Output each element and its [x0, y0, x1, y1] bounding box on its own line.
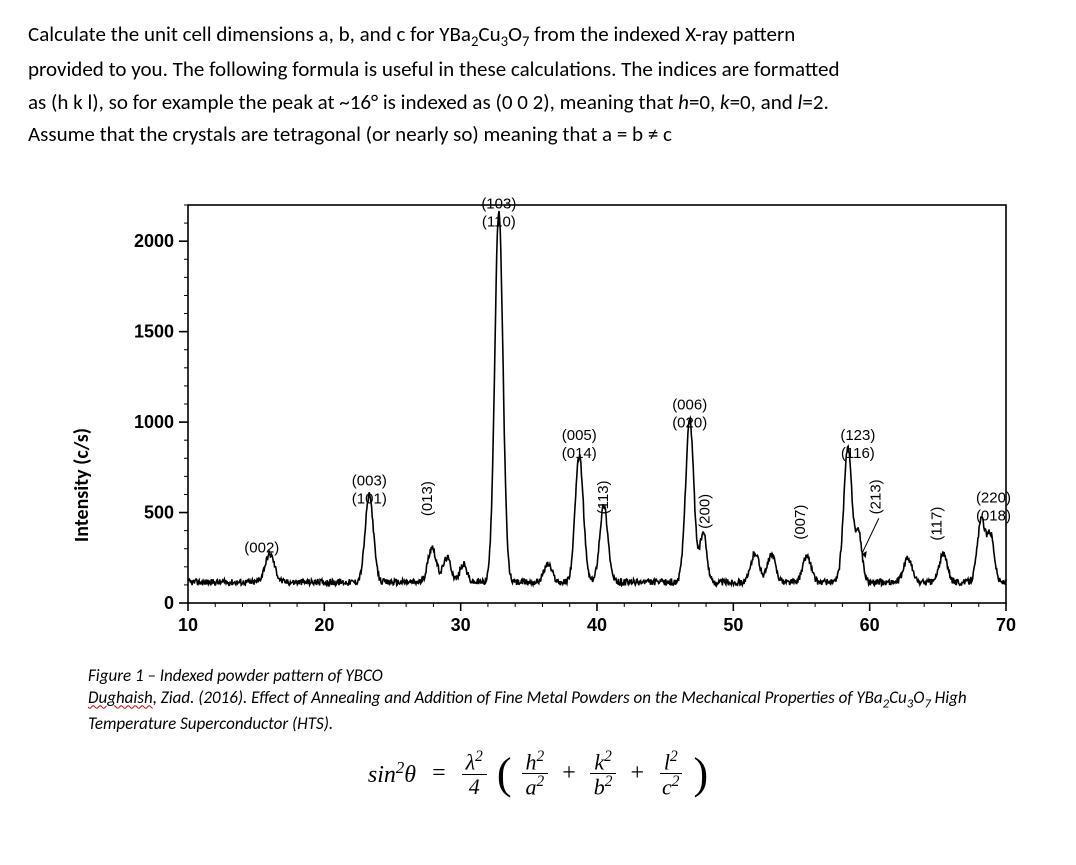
svg-text:10: 10	[178, 615, 198, 635]
var-h: h	[678, 89, 689, 115]
svg-text:500: 500	[144, 502, 174, 522]
den: c	[662, 775, 672, 800]
equals: =	[426, 760, 452, 787]
chart-svg: 10 20 30 40 50 60 70 0 500 1000 1500 2000 (002) (003)…	[88, 193, 1018, 648]
den: a	[526, 775, 537, 800]
frac-k: k2 b2	[590, 749, 617, 799]
den: 4	[465, 775, 484, 798]
text: provided to you. The following formula i…	[28, 56, 839, 82]
svg-text:(116): (116)	[841, 445, 875, 462]
text: Cu	[478, 21, 500, 47]
text: as (h k l), so for example the peak at ~…	[28, 89, 678, 115]
sup: 2	[672, 773, 680, 790]
svg-text:30: 30	[451, 615, 471, 635]
theta: θ	[404, 762, 416, 788]
svg-text:(006): (006)	[672, 396, 707, 413]
svg-text:(003): (003)	[352, 472, 387, 489]
sup: 2	[396, 758, 404, 777]
sup: 2	[475, 748, 483, 765]
bragg-formula: sin2θ = λ2 4 ( h2 a2 + k2 b2 + l2 c2 )	[28, 749, 1048, 799]
svg-text:20: 20	[314, 615, 334, 635]
sup: 2	[537, 748, 545, 765]
svg-text:(200): (200)	[696, 493, 713, 528]
text: Assume that the crystals are tetragonal …	[28, 121, 672, 147]
svg-text:0: 0	[164, 593, 174, 613]
svg-text:60: 60	[860, 615, 880, 635]
text: =0,	[689, 89, 720, 115]
svg-text:(002): (002)	[244, 539, 279, 556]
text: O	[913, 687, 924, 708]
caption-line3: Temperature Superconductor (HTS).	[88, 713, 333, 734]
sup: 2	[670, 748, 678, 765]
svg-text:(013): (013)	[419, 481, 436, 516]
svg-text:(020): (020)	[672, 414, 707, 431]
plus: +	[558, 760, 580, 787]
frac-lambda: λ2 4	[462, 749, 487, 798]
num: k	[594, 749, 604, 774]
svg-text:(014): (014)	[562, 445, 597, 462]
sin: sin	[368, 762, 396, 788]
num: λ	[466, 750, 476, 775]
y-axis-label: Intensity (c/s)	[70, 428, 94, 542]
subscript: 3	[501, 32, 508, 50]
frac-l: l2 c2	[658, 749, 683, 799]
frac-h: h2 a2	[522, 749, 549, 799]
paren-left: (	[497, 756, 512, 791]
text: High	[931, 687, 967, 708]
text: =2.	[802, 89, 828, 115]
den: b	[594, 775, 605, 800]
svg-text:40: 40	[587, 615, 607, 635]
xrd-chart: Intensity (c/s) 102030405060700500100015…	[88, 193, 1018, 663]
text: Cu	[889, 687, 907, 708]
var-k: k	[720, 89, 730, 115]
text: from the indexed X-ray pattern	[529, 21, 795, 47]
sup: 2	[604, 748, 612, 765]
lhs: sin2θ	[368, 758, 416, 789]
svg-text:(018): (018)	[976, 507, 1011, 524]
num: h	[526, 749, 537, 774]
figure-caption: Figure 1 – Indexed powder pattern of YBC…	[88, 665, 1048, 735]
svg-text:1000: 1000	[134, 412, 174, 432]
caption-author: Dughaish	[88, 687, 153, 708]
svg-text:(005): (005)	[562, 427, 597, 444]
svg-text:2000: 2000	[134, 231, 174, 251]
svg-text:(103): (103)	[481, 195, 516, 212]
svg-text:(117): (117)	[928, 506, 945, 540]
svg-text:70: 70	[996, 615, 1016, 635]
paren-right: )	[693, 756, 708, 791]
text: =0, and	[730, 89, 798, 115]
text: Calculate the unit cell dimensions a, b,…	[28, 21, 471, 47]
svg-text:1500: 1500	[134, 321, 174, 341]
sup: 2	[537, 773, 545, 790]
svg-text:(123): (123)	[840, 427, 875, 444]
sup: 2	[605, 773, 613, 790]
svg-text:(213): (213)	[868, 479, 885, 514]
svg-text:(110): (110)	[482, 213, 516, 230]
svg-text:(007): (007)	[792, 504, 809, 539]
text: O	[508, 21, 522, 47]
plus: +	[626, 760, 648, 787]
caption-line1: Figure 1 – Indexed powder pattern of YBC…	[88, 665, 383, 686]
svg-text:(101): (101)	[352, 490, 387, 507]
page: Calculate the unit cell dimensions a, b,…	[0, 0, 1076, 865]
text: , Ziad. (2016). Effect of Annealing and …	[153, 687, 883, 708]
problem-statement: Calculate the unit cell dimensions a, b,…	[28, 18, 1048, 151]
svg-text:(113): (113)	[595, 480, 612, 514]
svg-text:(220): (220)	[976, 489, 1011, 506]
svg-text:50: 50	[723, 615, 743, 635]
